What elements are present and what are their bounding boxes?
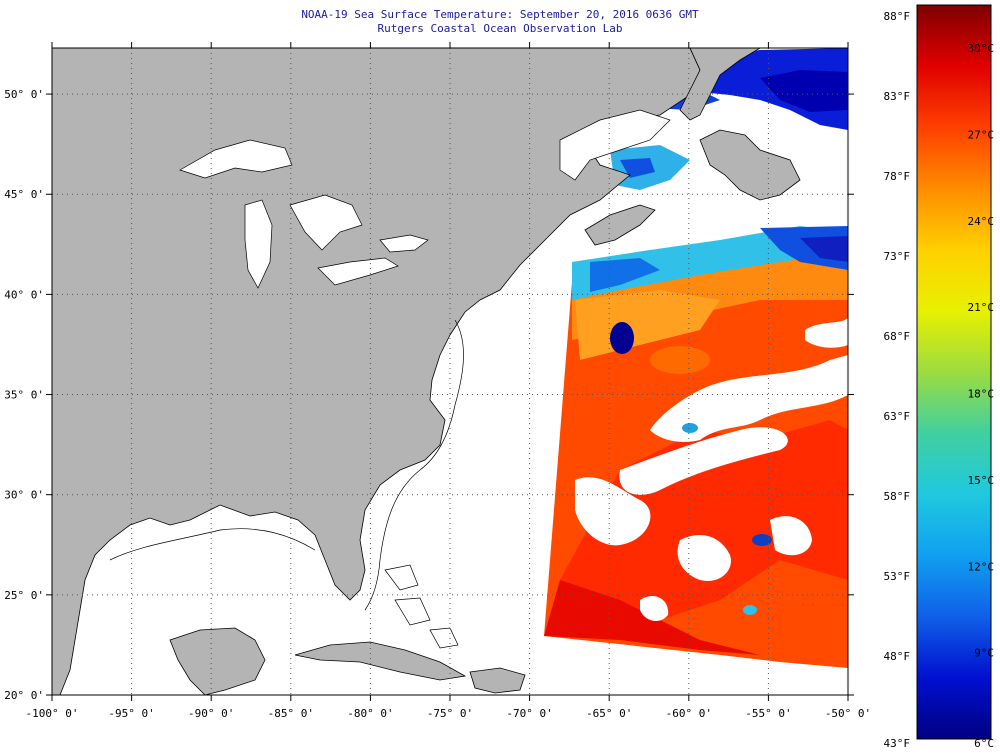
lon-tick-label: -70° 0' xyxy=(506,707,552,720)
lon-tick-label: -80° 0' xyxy=(347,707,393,720)
colorbar-f-label: 88°F xyxy=(884,10,911,23)
colorbar-c-label: 27°C xyxy=(968,129,995,142)
lat-tick-label: 25° 0' xyxy=(4,589,44,602)
colorbar-f-label: 63°F xyxy=(884,410,911,423)
map-title: NOAA-19 Sea Surface Temperature: Septemb… xyxy=(0,8,1000,36)
colorbar-f-label: 58°F xyxy=(884,490,911,503)
lon-tick-label: -65° 0' xyxy=(586,707,632,720)
lon-tick-label: -95° 0' xyxy=(108,707,154,720)
lat-tick-label: 50° 0' xyxy=(4,88,44,101)
sst-north-swath xyxy=(610,48,848,190)
colorbar-f-label: 43°F xyxy=(884,737,911,750)
colorbar-c-label: 6°C xyxy=(974,737,994,750)
lat-tick-label: 45° 0' xyxy=(4,188,44,201)
lon-tick-label: -85° 0' xyxy=(268,707,314,720)
lon-tick-label: -55° 0' xyxy=(745,707,791,720)
lat-tick-label: 20° 0' xyxy=(4,689,44,702)
colorbar-f-label: 83°F xyxy=(884,90,911,103)
colorbar-c-label: 12°C xyxy=(968,560,995,573)
colorbar-c-label: 24°C xyxy=(968,215,995,228)
gulf-st-lawrence xyxy=(559,109,671,181)
colorbar-labels: 88°F 83°F 78°F 73°F 68°F 63°F 58°F 53°F 48°F 43°F… xyxy=(884,10,995,750)
colorbar-f-label: 68°F xyxy=(884,330,911,343)
title-line-2: Rutgers Coastal Ocean Observation Lab xyxy=(377,22,623,35)
great-lakes xyxy=(179,139,429,289)
colorbar-c-label: 15°C xyxy=(968,474,995,487)
colorbar xyxy=(916,4,992,740)
shelf-contour xyxy=(364,319,464,611)
colorbar-c-label: 30°C xyxy=(968,42,995,55)
title-line-1: NOAA-19 Sea Surface Temperature: Septemb… xyxy=(301,8,699,21)
lat-tick-label: 30° 0' xyxy=(4,489,44,502)
bahamas xyxy=(384,564,459,649)
land-north-america xyxy=(52,48,801,695)
map-axes: -100° 0' -95° 0' -90° 0' -85° 0' -80° 0' -75°… xyxy=(4,42,871,720)
colorbar-c-label: 18°C xyxy=(968,388,995,401)
lon-tick-label: -60° 0' xyxy=(666,707,712,720)
colorbar-f-label: 73°F xyxy=(884,250,911,263)
lat-tick-label: 40° 0' xyxy=(4,288,44,301)
colorbar-c-label: 9°C xyxy=(974,647,994,660)
lon-tick-label: -50° 0' xyxy=(825,707,871,720)
colorbar-c-label: 21°C xyxy=(968,301,995,314)
colorbar-f-label: 53°F xyxy=(884,570,911,583)
colorbar-f-label: 48°F xyxy=(884,650,911,663)
sst-swath xyxy=(544,226,848,668)
lat-tick-label: 35° 0' xyxy=(4,389,44,402)
lon-tick-label: -75° 0' xyxy=(427,707,473,720)
colorbar-f-label: 78°F xyxy=(884,170,911,183)
lon-tick-label: -90° 0' xyxy=(188,707,234,720)
lon-tick-label: -100° 0' xyxy=(26,707,79,720)
